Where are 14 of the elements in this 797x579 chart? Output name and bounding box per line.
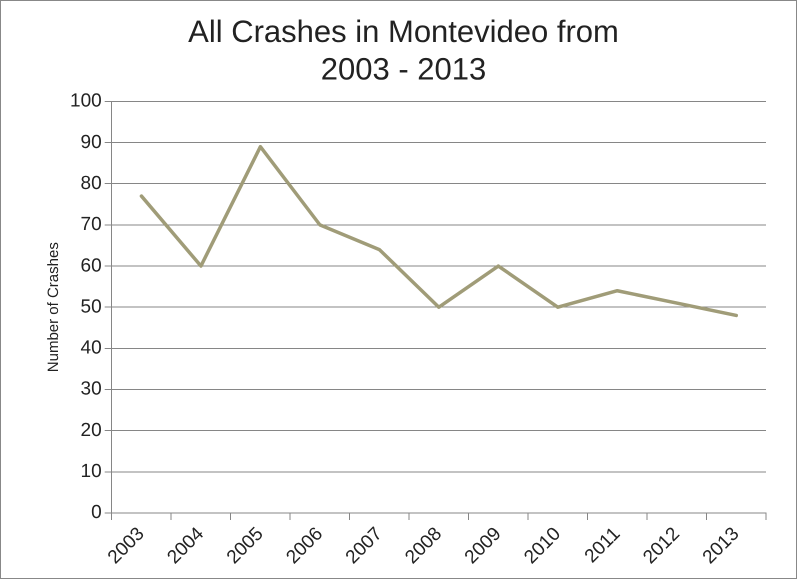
y-tick-label: 70 bbox=[80, 214, 102, 236]
y-tick-label: 60 bbox=[80, 255, 102, 276]
y-tick-label: 80 bbox=[80, 172, 102, 194]
text: All Crashes in Montevideo from bbox=[188, 14, 619, 50]
y-tick-label: 30 bbox=[80, 378, 102, 400]
y-tick-label: 50 bbox=[80, 296, 102, 318]
y-tick-label: 40 bbox=[80, 338, 102, 359]
y-axis-title: Number of Crashes bbox=[45, 242, 62, 372]
text: 2003 - 2013 bbox=[320, 51, 486, 86]
y-tick-label: 0 bbox=[91, 502, 102, 524]
y-tick-label: 90 bbox=[80, 132, 102, 153]
y-tick-label: 20 bbox=[80, 420, 102, 441]
y-tick-label: 100 bbox=[70, 90, 102, 112]
y-tick-label: 10 bbox=[80, 461, 102, 482]
